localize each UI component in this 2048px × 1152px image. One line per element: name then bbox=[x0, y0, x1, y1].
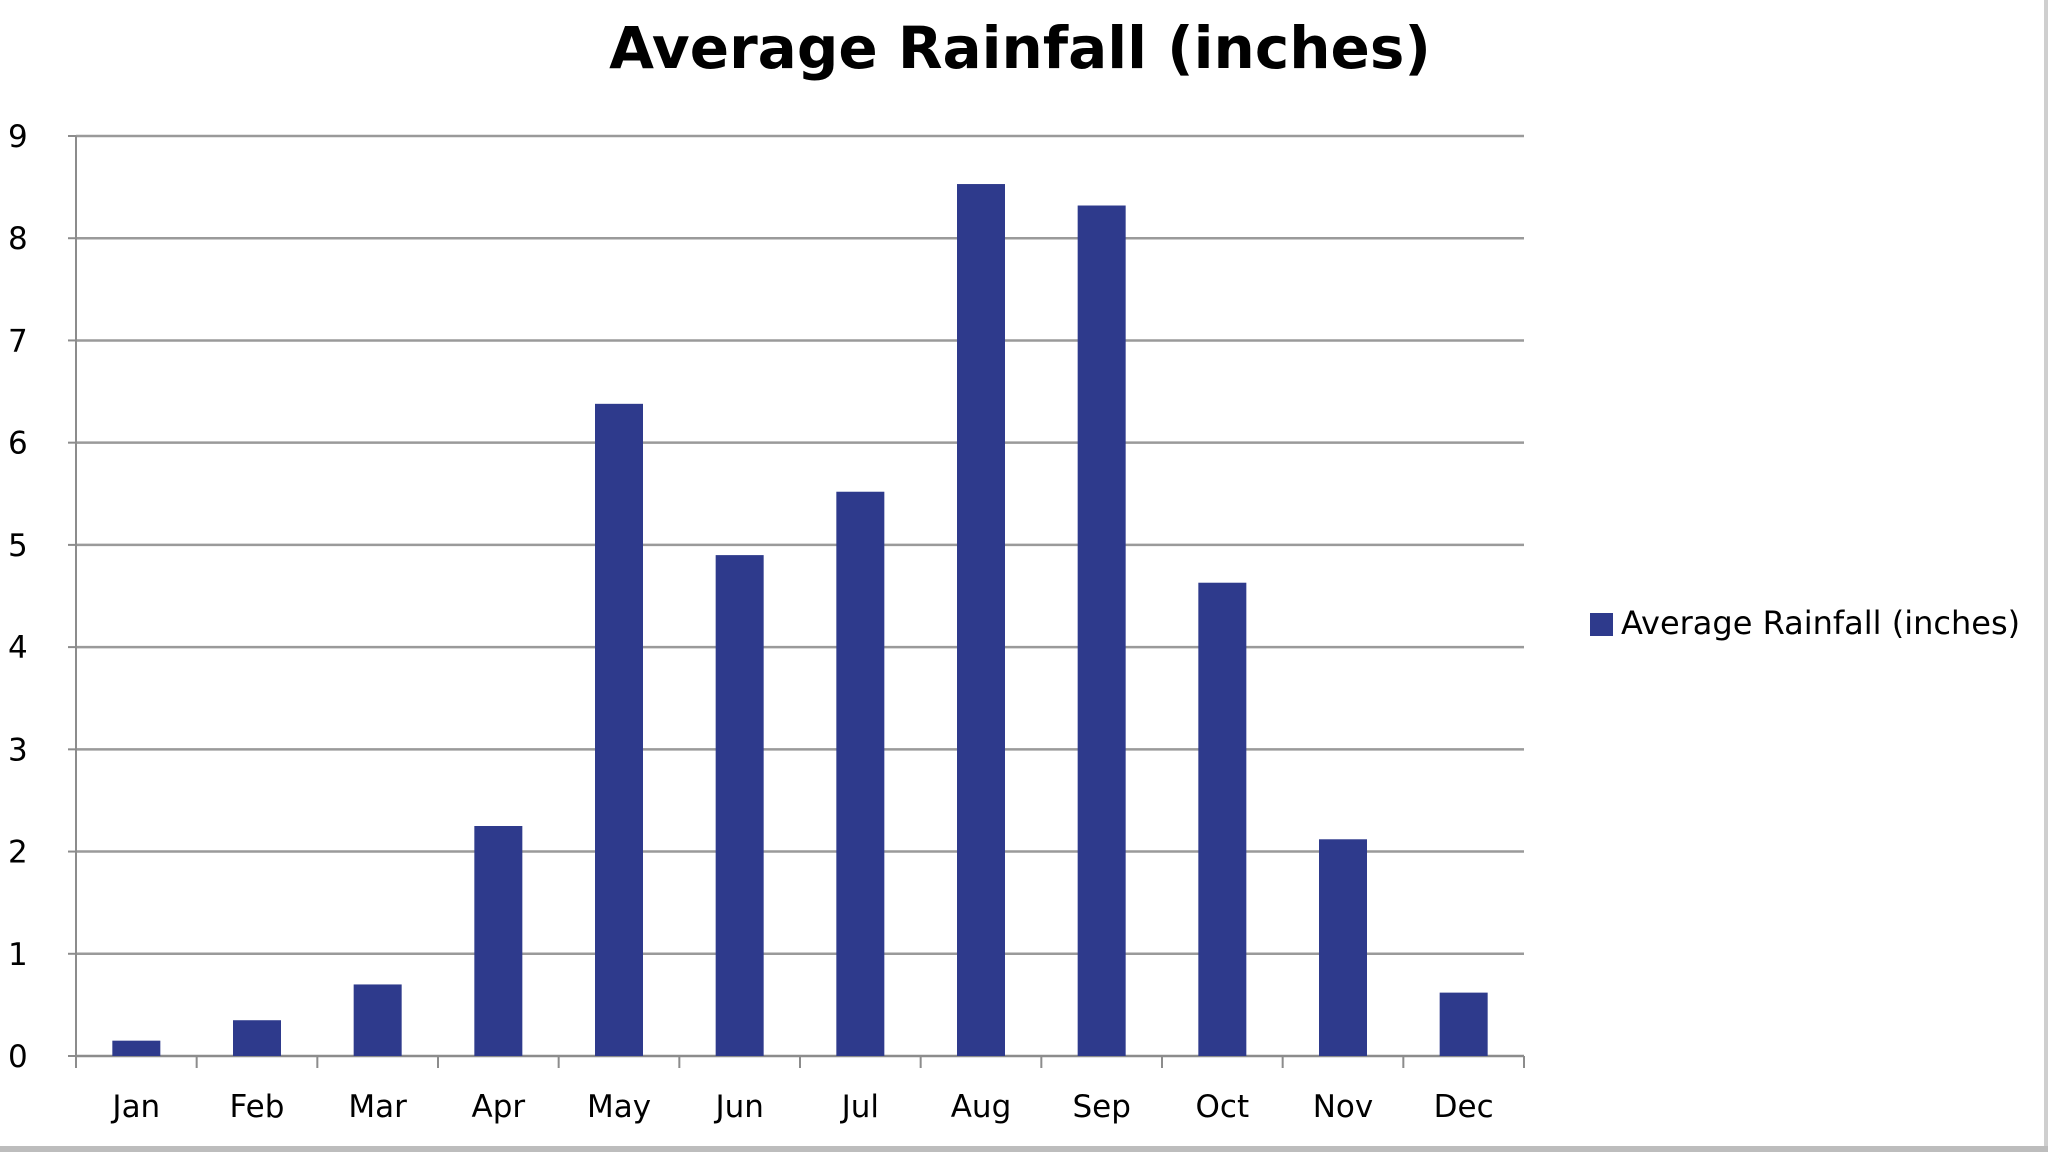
x-tick-label: Jul bbox=[840, 1089, 879, 1125]
bars bbox=[112, 184, 1488, 1057]
bar-dec bbox=[1439, 992, 1488, 1056]
x-tick-label: May bbox=[587, 1089, 651, 1125]
frame-edge-right bbox=[2044, 0, 2048, 1152]
x-tick-label: Apr bbox=[472, 1089, 526, 1125]
gridlines bbox=[76, 134, 1524, 956]
axes bbox=[68, 135, 1525, 1068]
bar-may bbox=[595, 403, 643, 1056]
y-tick-label: 8 bbox=[8, 221, 28, 257]
y-tick-label: 4 bbox=[8, 630, 28, 666]
x-tick-label: Dec bbox=[1434, 1089, 1494, 1125]
x-tick-label: Jun bbox=[713, 1089, 763, 1125]
frame-edge-bottom bbox=[0, 1146, 2048, 1152]
y-tick-label: 1 bbox=[8, 937, 28, 973]
bar-jan bbox=[112, 1040, 161, 1056]
bar-nov bbox=[1319, 839, 1367, 1056]
x-tick-label: Jan bbox=[110, 1089, 160, 1125]
bar-oct bbox=[1198, 582, 1247, 1056]
bar-jun bbox=[715, 555, 764, 1056]
y-tick-label: 5 bbox=[8, 528, 28, 564]
x-tick-labels: Jan Feb Mar Apr May Jun Jul Aug Sep Oct Nov Dec bbox=[110, 1089, 1493, 1125]
legend: Average Rainfall (inches) bbox=[1590, 604, 2020, 642]
y-tick-label: 2 bbox=[8, 835, 28, 871]
legend-label: Average Rainfall (inches) bbox=[1621, 604, 2020, 642]
bar-mar bbox=[353, 984, 402, 1056]
y-tick-label: 3 bbox=[8, 732, 28, 768]
chart-title: Average Rainfall (inches) bbox=[609, 14, 1431, 82]
y-tick-label: 0 bbox=[8, 1039, 28, 1075]
bar-jul bbox=[836, 491, 885, 1056]
x-tick-label: Aug bbox=[951, 1089, 1012, 1125]
y-tick-label: 6 bbox=[8, 426, 28, 462]
x-tick-label: Sep bbox=[1072, 1089, 1130, 1125]
y-tick-label: 7 bbox=[8, 323, 28, 359]
x-tick-label: Feb bbox=[230, 1089, 285, 1125]
x-tick-label: Nov bbox=[1313, 1089, 1374, 1125]
bar-feb bbox=[233, 1020, 281, 1056]
bar-apr bbox=[474, 826, 523, 1056]
bar-sep bbox=[1077, 205, 1126, 1056]
legend-swatch bbox=[1590, 613, 1613, 636]
x-tick-label: Mar bbox=[348, 1089, 407, 1125]
y-tick-label: 9 bbox=[8, 119, 28, 155]
x-tick-label: Oct bbox=[1196, 1089, 1250, 1125]
bar-aug bbox=[957, 184, 1005, 1057]
y-tick-labels: 0 1 2 3 4 5 6 7 8 9 bbox=[8, 119, 28, 1075]
